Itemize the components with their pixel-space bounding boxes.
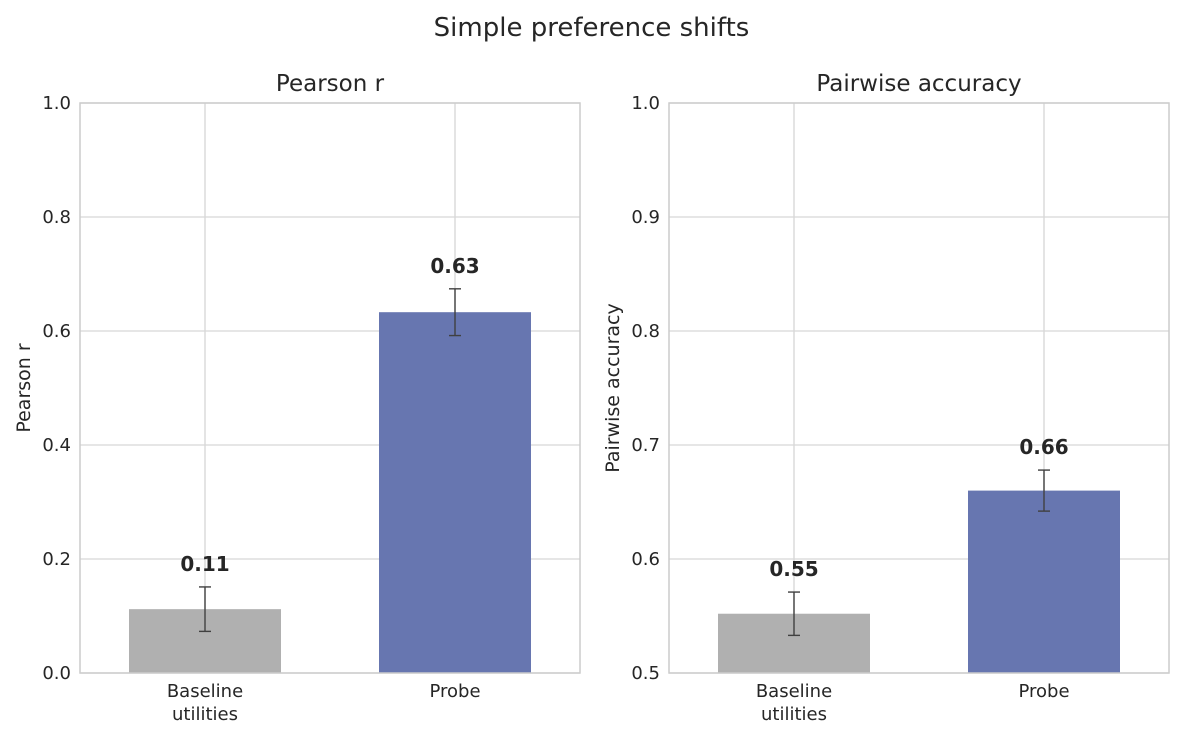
- pairwise-accuracy-ytick-label: 0.5: [631, 663, 660, 684]
- pairwise-accuracy-data-label-0: 0.55: [769, 557, 818, 581]
- pearson-r-ytick-label: 0.0: [42, 663, 71, 684]
- pearson-r-data-label-0: 0.11: [180, 552, 229, 576]
- pearson-r-ytick-label: 0.4: [42, 435, 71, 456]
- pairwise-accuracy-xtick-label-0: utilities: [761, 704, 827, 725]
- pairwise-accuracy-xtick-label-0: Baseline: [756, 681, 832, 702]
- pairwise-accuracy-bar-1: [968, 490, 1120, 673]
- pairwise-accuracy-data-label-1: 0.66: [1019, 435, 1068, 459]
- pairwise-accuracy-plot-frame: [668, 102, 1170, 674]
- pairwise-accuracy-ytick-label: 1.0: [631, 93, 660, 114]
- pearson-r-panel-title: Pearson r: [276, 71, 385, 97]
- pearson-r-ytick-label: 0.6: [42, 321, 71, 342]
- pairwise-accuracy-y-axis-label: Pairwise accuracy: [602, 303, 624, 473]
- pairwise-accuracy-panel-title: Pairwise accuracy: [816, 71, 1021, 97]
- pearson-r-error-bar-0: [199, 586, 211, 633]
- pearson-r-y-axis-label: Pearson r: [13, 343, 35, 433]
- pairwise-accuracy-ytick-label: 0.7: [631, 435, 660, 456]
- pearson-r-ytick-label: 0.2: [42, 549, 71, 570]
- pearson-r-ytick-label: 0.8: [42, 207, 71, 228]
- pearson-r-ytick-label: 1.0: [42, 93, 71, 114]
- pairwise-accuracy-ytick-label: 0.8: [631, 321, 660, 342]
- pearson-r-xtick-label-0: utilities: [172, 704, 238, 725]
- pearson-r-xtick-label-1: Probe: [429, 681, 480, 702]
- pairwise-accuracy-xtick-label-1: Probe: [1018, 681, 1069, 702]
- pairwise-accuracy-ytick-label: 0.6: [631, 549, 660, 570]
- pairwise-accuracy-error-bar-1: [1038, 469, 1050, 512]
- pearson-r-error-bar-1: [449, 288, 461, 337]
- figure-title: Simple preference shifts: [434, 13, 750, 43]
- pairwise-accuracy-ytick-label: 0.9: [631, 207, 660, 228]
- pearson-r-bar-1: [379, 312, 531, 673]
- pearson-r-plot-frame: [79, 102, 581, 674]
- pearson-r-data-label-1: 0.63: [430, 254, 479, 278]
- pairwise-accuracy-error-bar-0: [788, 591, 800, 637]
- pearson-r-xtick-label-0: Baseline: [167, 681, 243, 702]
